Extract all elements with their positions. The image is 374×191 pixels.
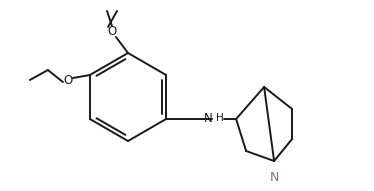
Text: O: O — [63, 74, 73, 87]
Text: H: H — [216, 113, 224, 123]
Text: methoxy: methoxy — [125, 8, 131, 9]
Text: N: N — [204, 112, 212, 125]
Text: N: N — [269, 171, 279, 184]
Text: O: O — [107, 24, 117, 37]
